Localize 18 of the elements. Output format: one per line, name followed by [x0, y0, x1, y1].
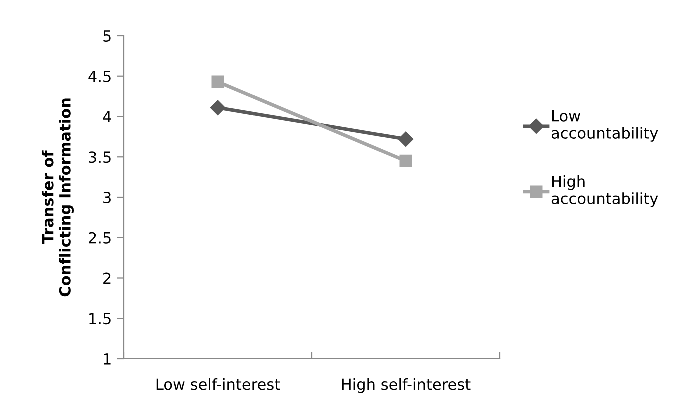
- y-tick-label: 4: [103, 111, 112, 123]
- y-tick-label: 3.5: [89, 152, 111, 164]
- x-tick-label: High self-interest: [342, 378, 471, 394]
- point: [398, 132, 414, 147]
- legend-label: High accountability: [552, 176, 658, 208]
- y-tick-label: 1.5: [90, 313, 111, 325]
- legend-label: Low accountability: [552, 110, 658, 142]
- y-tick-label: 4.5: [88, 71, 111, 82]
- y-tick-label: 2.5: [89, 232, 111, 244]
- y-tick-label: 1: [104, 354, 111, 365]
- x-tick-label: Low self-interest: [156, 378, 280, 390]
- y-tick-label: 3: [104, 192, 111, 204]
- point: [400, 154, 412, 168]
- y-tick-label: 2: [104, 272, 111, 284]
- point: [210, 100, 226, 116]
- point: [212, 76, 224, 88]
- y-axis-title: Transfer of Conflicting Information: [42, 98, 74, 297]
- y-tick-label: 5: [104, 30, 111, 42]
